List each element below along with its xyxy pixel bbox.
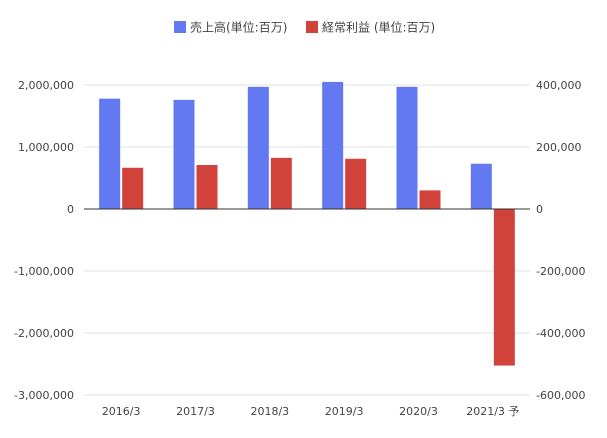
- y-left-tick-label: 2,000,000: [18, 79, 74, 92]
- x-tick-label: 2018/3: [250, 405, 289, 418]
- bar-ordinary-profit: [345, 158, 367, 209]
- y-left-tick-label: -3,000,000: [14, 389, 74, 402]
- y-right-tick-label: 0: [536, 203, 543, 216]
- y-right-tick-label: -400,000: [536, 327, 585, 340]
- legend-swatch-sales: [174, 21, 186, 33]
- bar-ordinary-profit: [419, 190, 441, 209]
- bar-sales: [99, 98, 121, 209]
- y-left-tick-label: -2,000,000: [14, 327, 74, 340]
- y-left-tick-label: 0: [67, 203, 74, 216]
- y-right-tick-label: -200,000: [536, 265, 585, 278]
- bar-ordinary-profit: [493, 209, 515, 366]
- x-tick-label: 2016/3: [102, 405, 141, 418]
- bar-sales: [173, 99, 195, 209]
- bar-sales: [470, 163, 492, 209]
- bar-sales: [247, 86, 269, 209]
- bar-ordinary-profit: [122, 167, 144, 209]
- y-left-tick-label: 1,000,000: [18, 141, 74, 154]
- bar-ordinary-profit: [196, 164, 218, 209]
- x-tick-label: 2019/3: [325, 405, 364, 418]
- y-right-tick-label: 400,000: [536, 79, 582, 92]
- bar-sales: [396, 86, 418, 209]
- x-tick-label: 2017/3: [176, 405, 215, 418]
- legend-swatch-ordinary-profit: [306, 21, 318, 33]
- y-right-tick-label: -600,000: [536, 389, 585, 402]
- bar-ordinary-profit: [270, 157, 292, 209]
- bar-sales: [322, 81, 344, 209]
- y-right-tick-label: 200,000: [536, 141, 582, 154]
- legend-label-ordinary-profit: 経常利益 (単位:百万): [322, 20, 435, 35]
- y-left-tick-label: -1,000,000: [14, 265, 74, 278]
- x-tick-label: 2020/3: [399, 405, 438, 418]
- x-tick-label: 2021/3 予: [466, 405, 519, 418]
- legend-label-sales: 売上高(単位:百万): [190, 20, 287, 35]
